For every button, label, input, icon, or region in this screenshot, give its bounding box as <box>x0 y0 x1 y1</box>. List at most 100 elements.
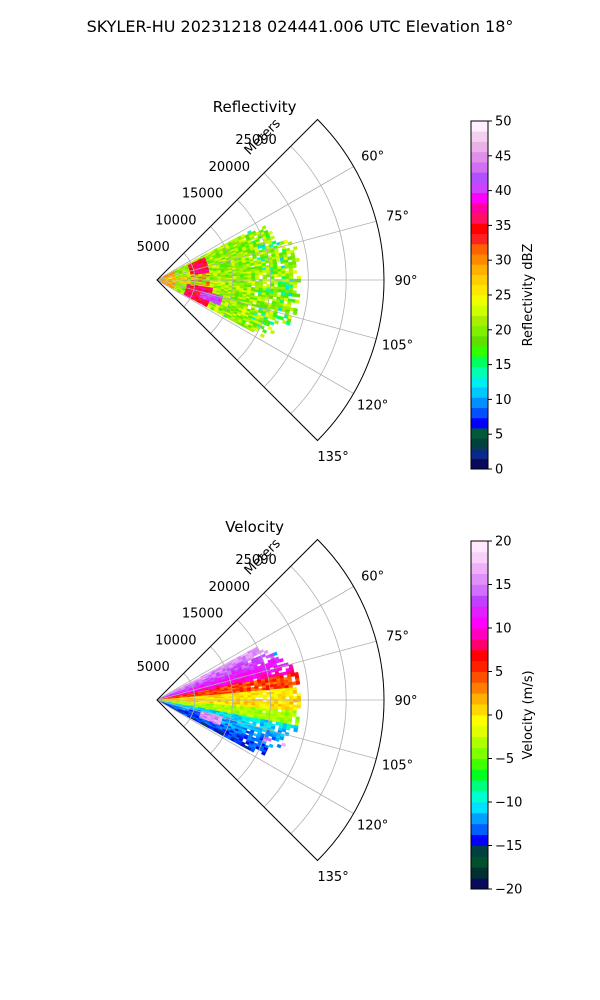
data-cell <box>255 694 260 698</box>
angle-tick-label: 135° <box>317 450 348 465</box>
colorbar-swatch <box>471 758 488 770</box>
colorbar-swatch <box>471 387 488 398</box>
data-cell <box>295 293 301 298</box>
data-cell <box>290 724 295 729</box>
data-cell <box>277 273 282 278</box>
colorbar-swatch <box>471 346 488 357</box>
colorbar-tick-label: 30 <box>495 254 512 269</box>
colorbar-swatch <box>471 438 488 449</box>
data-cell <box>292 284 298 289</box>
angle-tick-label: 105° <box>382 758 413 773</box>
data-cell <box>284 265 290 269</box>
colorbar-swatch <box>471 747 488 759</box>
data-cell <box>296 704 301 709</box>
colorbar-swatch <box>471 366 488 378</box>
data-cell <box>257 683 263 687</box>
data-cell <box>266 737 272 742</box>
colorbar-swatch <box>471 254 488 265</box>
colorbar-swatch <box>471 213 488 224</box>
colorbar-tick-label: 0 <box>495 463 503 478</box>
data-cell <box>292 246 298 251</box>
data-cell <box>285 693 290 697</box>
data-cell <box>280 260 285 264</box>
colorbar-tick-label: 5 <box>495 665 503 680</box>
colorbar-tick-label: 20 <box>495 535 512 550</box>
colorbar-swatch <box>471 131 488 142</box>
data-cell <box>262 696 267 700</box>
colorbar-swatch <box>471 562 488 575</box>
colorbar-tick-label: 20 <box>495 323 512 338</box>
angle-gridline <box>156 279 377 340</box>
colorbar-swatch <box>471 448 488 460</box>
data-cell <box>263 649 269 655</box>
colorbar-label: Reflectivity dBZ <box>521 244 536 347</box>
data-cell <box>276 258 281 262</box>
colorbar-swatch <box>471 845 488 857</box>
data-cell <box>258 694 264 698</box>
radial-tick-label: 15000 <box>182 187 223 202</box>
angle-tick-label: 120° <box>357 399 388 414</box>
data-cell <box>249 262 255 266</box>
colorbar-swatch <box>471 305 488 316</box>
angle-tick-label: 90° <box>394 274 417 289</box>
data-cell <box>296 278 301 283</box>
data-cell <box>262 707 267 712</box>
data-cell <box>294 299 300 304</box>
data-field <box>156 225 301 339</box>
data-cell <box>283 239 289 244</box>
colorbar-tick-label: 5 <box>495 428 503 443</box>
data-cell <box>252 299 258 304</box>
data-cell <box>262 689 267 694</box>
data-cell <box>292 713 297 718</box>
colorbar-tick-label: −5 <box>495 752 514 767</box>
colorbar-swatch <box>471 151 488 163</box>
colorbar-swatch <box>471 274 488 286</box>
data-cell <box>292 690 297 694</box>
colorbar-swatch <box>471 172 488 183</box>
data-cell <box>285 276 290 280</box>
data-cell <box>255 276 260 280</box>
colorbar-swatch <box>471 407 488 419</box>
colorbar-swatch <box>471 428 488 439</box>
data-cell <box>266 274 271 278</box>
colorbar-swatch <box>471 693 488 705</box>
angle-tick-label: 105° <box>382 338 413 353</box>
colorbar-tick-label: 10 <box>495 622 512 637</box>
colorbar-swatch <box>471 335 488 347</box>
data-cell <box>259 333 265 339</box>
angle-tick-label: 60° <box>361 570 384 585</box>
angle-gridline <box>156 166 354 281</box>
colorbar-swatch <box>471 867 488 879</box>
radial-tick-label: 10000 <box>155 633 196 648</box>
data-cell <box>295 680 301 685</box>
colorbar-swatch <box>471 397 488 408</box>
data-cell <box>285 321 291 326</box>
colorbar-label: Velocity (m/s) <box>521 670 536 759</box>
colorbar-swatch <box>471 628 488 640</box>
data-cell <box>274 281 279 285</box>
colorbar-tick-label: 50 <box>495 115 512 130</box>
colorbar-swatch <box>471 284 488 296</box>
data-cell <box>295 257 300 262</box>
colorbar-swatch <box>471 458 488 470</box>
angle-tick-label: 75° <box>386 630 409 645</box>
data-cell <box>288 292 293 297</box>
colorbar-swatch <box>471 791 488 803</box>
data-cell <box>267 325 273 331</box>
angle-gridline <box>156 640 377 701</box>
data-cell <box>292 293 297 298</box>
data-cell <box>254 289 259 293</box>
data-cell <box>271 240 277 245</box>
colorbar-tick-label: 15 <box>495 358 512 373</box>
sector-frame <box>156 118 385 442</box>
colorbar: −20 −15 −10 −5 0 5 10 15 20 Velocity (m/s) <box>470 535 536 898</box>
colorbar-tick-label: 25 <box>495 289 512 304</box>
colorbar-swatch <box>471 202 488 214</box>
angle-tick-label: 120° <box>357 819 388 834</box>
angle-tick-label: 90° <box>394 694 417 709</box>
data-cell <box>279 316 285 321</box>
data-cell <box>281 742 287 748</box>
colorbar-swatch <box>471 682 488 694</box>
colorbar: 0 5 10 15 20 25 30 35 40 45 50 Reflectivity dBZ <box>470 115 536 478</box>
data-cell <box>272 718 277 723</box>
